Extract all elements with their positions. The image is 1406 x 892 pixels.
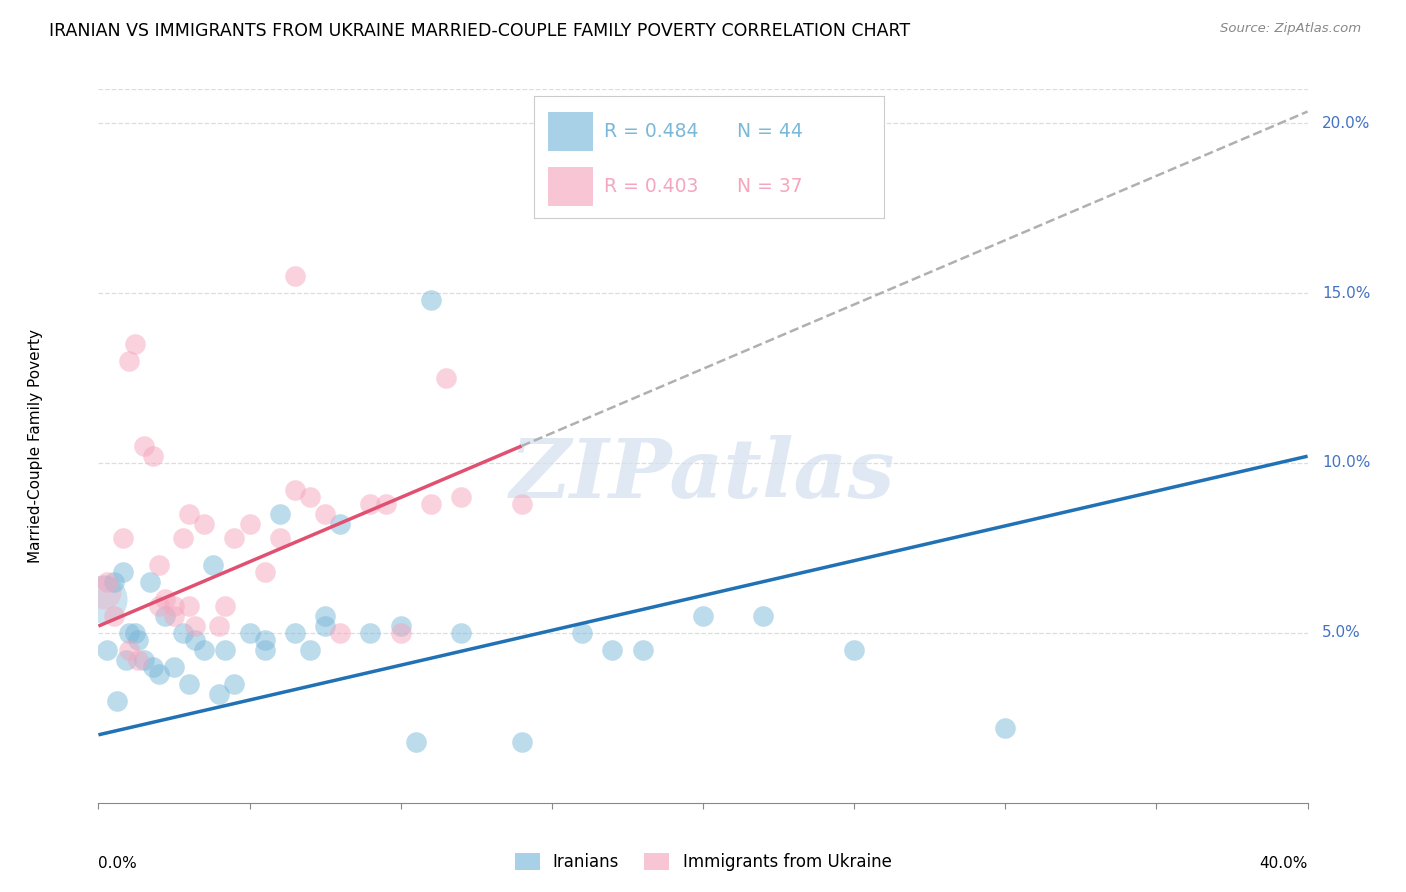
Point (450, 490, 472, 504)
Point (153, 591, 176, 606)
Point (450, 626, 472, 640)
Point (118, 354, 141, 368)
Point (127, 653, 149, 667)
Point (208, 619, 231, 633)
Point (420, 293, 443, 307)
Point (179, 599, 201, 613)
Point (314, 507, 336, 521)
Point (142, 449, 165, 463)
Point (184, 632, 207, 647)
Point (434, 371, 457, 385)
Point (405, 734, 427, 748)
Text: 20.0%: 20.0% (1322, 116, 1371, 131)
Point (253, 632, 276, 647)
Point (314, 619, 336, 633)
Point (139, 574, 162, 589)
Point (329, 626, 352, 640)
Point (111, 531, 134, 545)
Point (269, 507, 291, 521)
Point (314, 608, 336, 623)
Point (631, 643, 654, 657)
Point (692, 608, 714, 623)
Point (163, 608, 186, 623)
Point (111, 565, 134, 579)
Point (214, 643, 236, 657)
Point (239, 517, 262, 532)
Point (193, 643, 215, 657)
Text: 15.0%: 15.0% (1322, 285, 1371, 301)
Point (239, 626, 262, 640)
Point (360, 626, 382, 640)
Point (844, 643, 866, 657)
Point (142, 660, 165, 674)
Point (214, 599, 236, 613)
Point (602, 643, 624, 657)
Point (153, 608, 176, 623)
Point (114, 653, 136, 667)
Point (163, 660, 186, 674)
Text: Married-Couple Family Poverty: Married-Couple Family Poverty (28, 329, 44, 563)
Point (994, 721, 1017, 735)
Point (389, 626, 412, 640)
Point (172, 626, 194, 640)
Point (127, 632, 149, 647)
Point (224, 531, 246, 545)
Point (224, 677, 246, 691)
Point (374, 497, 396, 511)
Point (253, 565, 276, 579)
Point (284, 269, 307, 284)
Point (93, 585, 115, 599)
Point (510, 497, 533, 511)
Text: 10.0%: 10.0% (1322, 456, 1371, 470)
Point (105, 694, 128, 708)
Point (148, 599, 170, 613)
Point (124, 626, 146, 640)
Point (269, 531, 291, 545)
Point (103, 574, 125, 589)
Point (172, 531, 194, 545)
Point (202, 558, 225, 572)
Legend: Iranians, Immigrants from Ukraine: Iranians, Immigrants from Ukraine (506, 845, 900, 880)
Point (299, 643, 322, 657)
Point (208, 687, 231, 701)
Text: IRANIAN VS IMMIGRANTS FROM UKRAINE MARRIED-COUPLE FAMILY POVERTY CORRELATION CHA: IRANIAN VS IMMIGRANTS FROM UKRAINE MARRI… (49, 22, 910, 40)
Point (360, 497, 382, 511)
Point (96, 574, 118, 589)
Text: Source: ZipAtlas.com: Source: ZipAtlas.com (1220, 22, 1361, 36)
Point (284, 626, 307, 640)
Text: 0.0%: 0.0% (98, 856, 138, 871)
Point (118, 643, 141, 657)
Point (103, 608, 125, 623)
Point (420, 497, 443, 511)
Point (132, 653, 155, 667)
Point (148, 666, 170, 681)
Point (299, 490, 322, 504)
Point (148, 558, 170, 572)
Point (752, 608, 775, 623)
Point (96, 643, 118, 657)
Point (329, 517, 352, 532)
Point (179, 677, 201, 691)
Point (284, 483, 307, 498)
Point (124, 337, 146, 351)
Text: ZIPatlas: ZIPatlas (510, 434, 896, 515)
Text: 5.0%: 5.0% (1322, 625, 1361, 640)
Point (253, 643, 276, 657)
Point (389, 619, 412, 633)
Point (184, 619, 207, 633)
Point (510, 734, 533, 748)
Point (132, 439, 155, 453)
Point (118, 626, 141, 640)
Point (91, 591, 114, 606)
Point (179, 507, 201, 521)
Text: 40.0%: 40.0% (1260, 856, 1308, 871)
Point (571, 626, 593, 640)
Point (163, 599, 186, 613)
Point (193, 517, 215, 532)
